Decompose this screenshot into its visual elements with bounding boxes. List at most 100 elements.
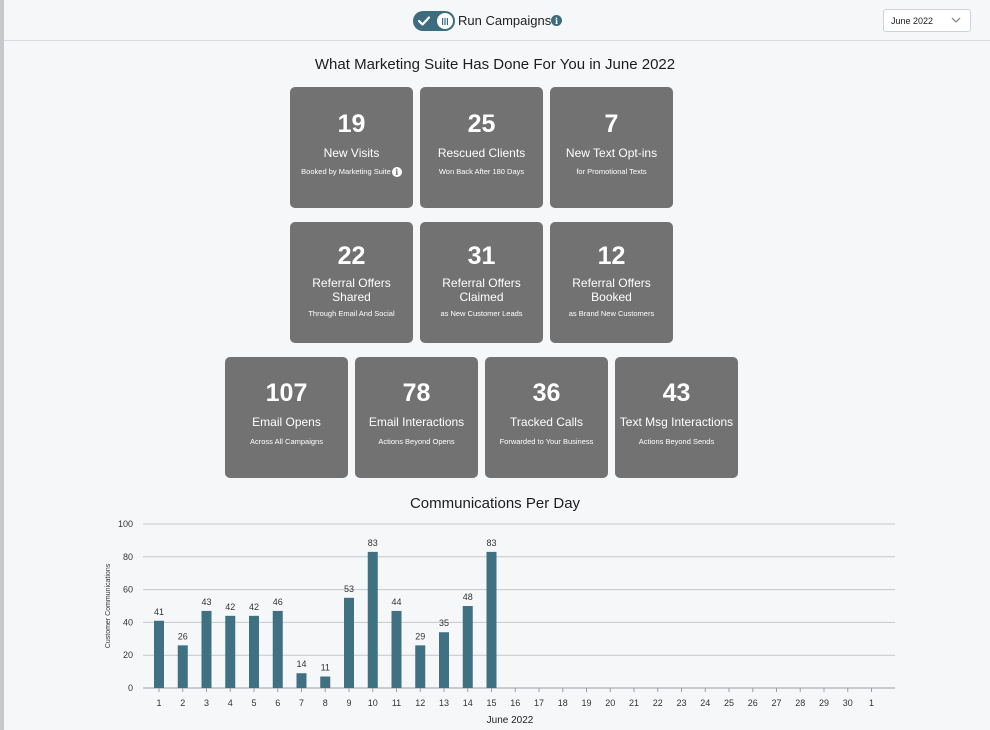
bar: [296, 673, 307, 688]
x-tick-label: 9: [346, 698, 351, 708]
bar: [177, 645, 188, 688]
stat-label: Text Msg Interactions: [619, 415, 734, 429]
chart-title: Communications Per Day: [409, 495, 581, 512]
bar: [344, 597, 354, 688]
y-tick-label: 100: [118, 519, 133, 529]
stat-value: 25: [467, 110, 496, 138]
top-toolbar: [4, 0, 990, 41]
stat-sublabel-text: for Promotional Texts: [576, 167, 647, 176]
stat-label: Rescued Clients: [437, 146, 526, 160]
x-tick-label: 22: [653, 698, 663, 708]
stat-card: 22 Referral Offers Shared Through Email An…: [290, 222, 413, 343]
stat-sublabel-text: as Brand New Customers: [568, 309, 655, 318]
bar: [415, 645, 426, 688]
data-label: 42: [249, 602, 259, 612]
stat-sublabel-text: Booked by Marketing Suite: [301, 167, 391, 176]
y-tick-label: 60: [123, 585, 133, 595]
x-tick-label: 25: [724, 698, 734, 708]
data-label: 35: [439, 618, 449, 628]
chevron-down-icon: [951, 17, 961, 23]
stat-label: Email Opens: [252, 415, 321, 429]
data-label: 83: [368, 538, 378, 548]
stat-sublabel-text: Through Email And Social: [308, 309, 395, 318]
stat-value: 43: [662, 379, 691, 407]
data-label: 11: [321, 663, 330, 673]
run-campaigns-toggle[interactable]: [413, 11, 455, 31]
data-label: 29: [415, 631, 425, 641]
bar: [249, 615, 259, 688]
y-tick-label: 40: [123, 617, 133, 627]
data-label: 48: [463, 592, 473, 602]
window-left-edge: [0, 0, 4, 730]
stat-label: Email Interactions: [368, 415, 465, 429]
data-label: 41: [154, 607, 164, 617]
stat-sublabel-text: as New Customer Leads: [440, 309, 523, 318]
stat-card: 107 Email Opens Across All Campaigns: [225, 357, 348, 478]
stat-label: Referral Offers Booked: [572, 276, 651, 304]
dashboard-title: What Marketing Suite Has Done For You in…: [314, 56, 676, 73]
stat-card: 19 New Visits Booked by Marketing Suite i: [290, 87, 413, 208]
stat-sublabel: Actions Beyond Opens: [355, 437, 478, 446]
stat-sublabel: as Brand New Customers: [550, 309, 673, 318]
month-select[interactable]: June 2022: [883, 9, 971, 32]
data-label: 43: [201, 597, 211, 607]
x-tick-label: 28: [795, 698, 805, 708]
stat-label: New Visits: [323, 146, 380, 160]
x-tick-label: 23: [676, 698, 686, 708]
x-tick-label: 1: [156, 698, 161, 708]
x-tick-label: 13: [439, 698, 449, 708]
stat-sublabel: as New Customer Leads: [420, 309, 543, 318]
bar: [367, 551, 378, 688]
stat-label: Referral Offers Claimed: [442, 276, 521, 304]
toggle-knob-icon: [437, 13, 453, 29]
x-tick-label: 30: [843, 698, 853, 708]
stat-card: 12 Referral Offers Booked as Brand New Cus…: [550, 222, 673, 343]
stat-card: 36 Tracked Calls Forwarded to Your Busines…: [485, 357, 608, 478]
stat-card: 43 Text Msg Interactions Actions Beyond Se…: [615, 357, 738, 478]
stat-value: 12: [597, 242, 626, 270]
stat-sublabel-text: Actions Beyond Opens: [378, 437, 455, 446]
x-tick-label: 10: [368, 698, 378, 708]
x-tick-label: 24: [700, 698, 710, 708]
y-tick-label: 20: [123, 650, 133, 660]
x-tick-label: 5: [251, 698, 256, 708]
bar: [154, 620, 164, 688]
stat-sublabel: Through Email And Social: [290, 309, 413, 318]
stat-value: 78: [402, 379, 431, 407]
x-tick-label: 6: [275, 698, 280, 708]
stat-card: 25 Rescued Clients Won Back After 180 Days: [420, 87, 543, 208]
month-select-value: June 2022: [891, 15, 934, 26]
info-icon[interactable]: i: [391, 167, 402, 178]
run-campaigns-label: Run Campaigns: [458, 13, 552, 28]
stat-card: 31 Referral Offers Claimed as New Customer…: [420, 222, 543, 343]
stat-card: 7 New Text Opt-ins for Promotional Texts: [550, 87, 673, 208]
stat-sublabel: for Promotional Texts: [550, 167, 673, 176]
x-axis-label: June 2022: [487, 715, 534, 726]
x-tick-label: 17: [534, 698, 544, 708]
stat-sublabel-text: Across All Campaigns: [250, 437, 323, 446]
x-tick-label: 2: [180, 698, 185, 708]
x-tick-label: 20: [605, 698, 615, 708]
stat-value: 19: [337, 110, 366, 138]
x-tick-label: 29: [819, 698, 829, 708]
x-tick-label: 3: [204, 698, 209, 708]
data-label: 46: [273, 597, 283, 607]
x-tick-label: 14: [463, 698, 473, 708]
x-tick-label: 8: [323, 698, 328, 708]
bar: [320, 676, 331, 688]
bar: [439, 632, 449, 688]
stat-label: Tracked Calls: [510, 415, 583, 429]
x-tick-label: 26: [748, 698, 758, 708]
stat-sublabel: Won Back After 180 Days: [420, 167, 543, 176]
data-label: 42: [225, 602, 235, 612]
x-tick-label: 21: [629, 698, 639, 708]
info-icon[interactable]: i: [551, 15, 562, 26]
stat-value: 36: [532, 379, 561, 407]
bar: [486, 551, 497, 688]
x-tick-label: 1: [869, 698, 874, 708]
stat-label: New Text Opt-ins: [565, 146, 658, 160]
stat-value: 22: [337, 242, 366, 270]
stat-value: 7: [604, 110, 619, 138]
stat-value: 31: [467, 242, 496, 270]
